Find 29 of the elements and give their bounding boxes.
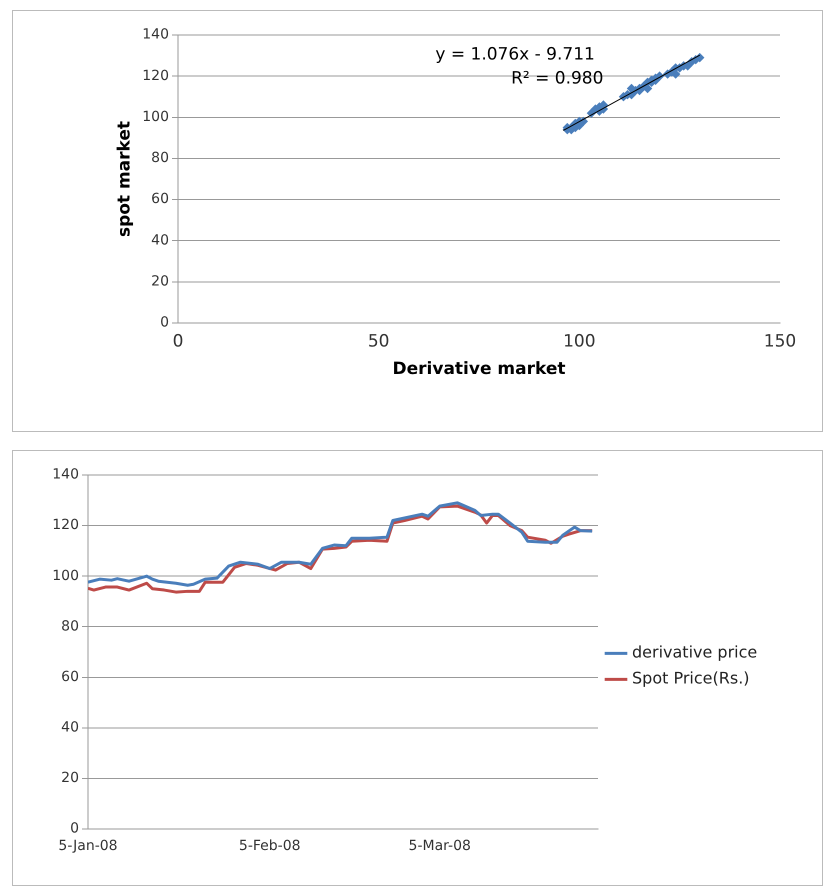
y-tick-label: 100	[142, 108, 169, 125]
legend-label: Spot Price(Rs.)	[632, 668, 750, 688]
y-tick-label: 20	[61, 770, 79, 786]
x-tick-label: 50	[368, 332, 390, 352]
y-tick-label: 20	[151, 274, 169, 290]
y-tick-label: 0	[160, 314, 169, 331]
x-tick-label: 5-Mar-08	[408, 838, 471, 854]
y-tick-label: 60	[151, 191, 169, 208]
x-tick-label: 0	[172, 332, 184, 352]
x-tick-label: 100	[563, 332, 596, 352]
annotation: R² = 0.980	[511, 68, 604, 88]
y-axis-title: spot market	[114, 120, 134, 238]
y-tick-label: 40	[61, 720, 79, 736]
x-axis-title: Derivative market	[392, 359, 566, 380]
x-tick-label: 5-Jan-08	[58, 838, 118, 854]
y-tick-label: 80	[61, 618, 79, 634]
y-tick-label: 100	[52, 568, 79, 584]
annotation: y = 1.076x - 9.711	[435, 44, 595, 64]
legend-label: derivative price	[632, 642, 758, 662]
y-tick-label: 60	[61, 668, 79, 685]
y-tick-label: 140	[52, 466, 79, 483]
y-tick-label: 120	[52, 517, 79, 534]
y-tick-label: 120	[142, 68, 169, 84]
y-tick-label: 140	[142, 26, 169, 43]
x-tick-label: 5-Feb-08	[238, 838, 301, 854]
y-tick-label: 80	[151, 150, 169, 166]
y-tick-label: 0	[70, 820, 79, 837]
x-tick-label: 150	[764, 332, 796, 352]
y-tick-label: 40	[151, 232, 169, 248]
